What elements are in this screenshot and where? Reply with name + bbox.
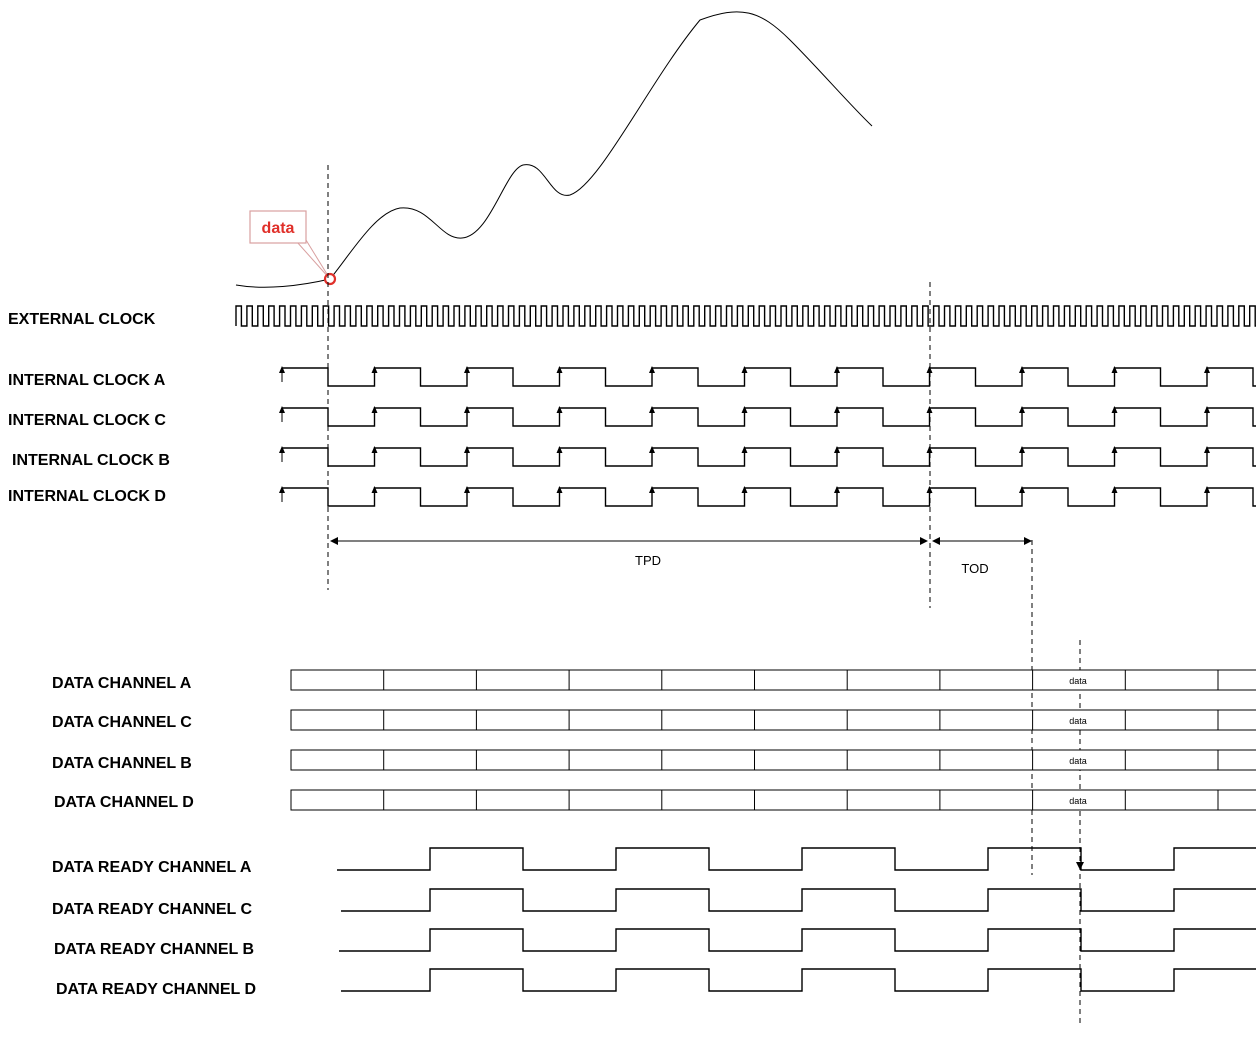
data-bus [290, 669, 1256, 691]
rising-edge-arrowhead [279, 366, 285, 373]
data-cell-label: data [1069, 756, 1087, 766]
internal-clock-signal [282, 447, 1256, 467]
rising-edge-arrowhead [556, 406, 563, 413]
sample-point-marker [323, 272, 337, 286]
rising-edge-arrowhead [834, 446, 840, 453]
rising-edge-arrowhead [1111, 366, 1118, 373]
internal-clock-signal [282, 367, 1256, 387]
rising-edge-arrowhead [1019, 406, 1025, 413]
rising-edge-arrowhead [1111, 486, 1118, 493]
data-channel-d-label: DATA CHANNEL D [54, 794, 194, 811]
data-channel-buses: data data data data [290, 669, 1256, 811]
rising-edge-arrowhead [1204, 486, 1210, 493]
data-cell-label: data [1069, 716, 1087, 726]
rising-edge-arrowhead [649, 406, 655, 413]
rising-edge-arrowhead [1111, 446, 1118, 453]
data-ready-b-label: DATA READY CHANNEL B [54, 941, 254, 958]
internal-clock-c-label: INTERNAL CLOCK C [8, 412, 166, 429]
data-cell-label: data [1069, 796, 1087, 806]
rising-edge-arrowhead [1111, 406, 1118, 413]
rising-edge-arrowhead [741, 406, 748, 413]
internal-clock-waveforms [279, 366, 1256, 507]
rising-edge-arrowhead [464, 406, 470, 413]
data-ready-signal [341, 968, 1256, 992]
data-channel-a-label: DATA CHANNEL A [52, 675, 192, 692]
rising-edge-arrowhead [834, 406, 840, 413]
rising-edge-arrowhead [741, 486, 748, 493]
data-channel-b-label: DATA CHANNEL B [52, 755, 192, 772]
internal-clock-d-label: INTERNAL CLOCK D [8, 488, 166, 505]
data-ready-signal [337, 847, 1256, 871]
rising-edge-arrowhead [741, 366, 748, 373]
data-cell-label: data [1069, 676, 1087, 686]
external-clock-signal [235, 305, 1256, 327]
external-clock-label: EXTERNAL CLOCK [8, 311, 156, 328]
data-ready-arrowhead [1076, 862, 1084, 870]
tod-interval: TOD [932, 537, 1032, 576]
tod-label: TOD [961, 561, 988, 576]
data-ready-d-label: DATA READY CHANNEL D [56, 981, 256, 998]
data-ready-signal [341, 888, 1256, 912]
data-annotation: data [249, 210, 337, 286]
rising-edge-arrowhead [926, 406, 933, 413]
rising-edge-arrowhead [556, 366, 563, 373]
rising-edge-arrowhead [1204, 366, 1210, 373]
rising-edge-arrowhead [1019, 486, 1025, 493]
rising-edge-arrowhead [279, 486, 285, 493]
rising-edge-arrowhead [1019, 446, 1025, 453]
internal-clock-signal [282, 487, 1256, 507]
rising-edge-arrowhead [371, 446, 378, 453]
rising-edge-arrowhead [464, 486, 470, 493]
tpd-label: TPD [635, 553, 661, 568]
data-ready-waveforms [337, 847, 1256, 992]
rising-edge-arrowhead [1019, 366, 1025, 373]
internal-clock-a-label: INTERNAL CLOCK A [8, 372, 166, 389]
analog-signal-curve [235, 11, 873, 288]
rising-edge-arrowhead [371, 406, 378, 413]
rising-edge-arrowhead [926, 446, 933, 453]
rising-edge-arrowhead [834, 486, 840, 493]
data-ready-c-label: DATA READY CHANNEL C [52, 901, 252, 918]
rising-edge-arrowhead [741, 446, 748, 453]
data-bus [290, 709, 1256, 731]
rising-edge-arrowhead [926, 366, 933, 373]
tpd-interval: TPD [330, 537, 928, 568]
rising-edge-arrowhead [464, 366, 470, 373]
data-bus [290, 789, 1256, 811]
internal-clock-b-label: INTERNAL CLOCK B [12, 452, 170, 469]
rising-edge-arrowhead [556, 446, 563, 453]
rising-edge-arrowhead [649, 446, 655, 453]
rising-edge-arrowhead [1204, 406, 1210, 413]
rising-edge-arrowhead [279, 446, 285, 453]
rising-edge-arrowhead [279, 406, 285, 413]
annotation-label: data [262, 220, 295, 237]
rising-edge-arrowhead [649, 366, 655, 373]
rising-edge-arrowhead [834, 366, 840, 373]
internal-clock-signal [282, 407, 1256, 427]
rising-edge-arrowhead [556, 486, 563, 493]
data-channel-c-label: DATA CHANNEL C [52, 714, 192, 731]
data-ready-a-label: DATA READY CHANNEL A [52, 859, 252, 876]
rising-edge-arrowhead [464, 446, 470, 453]
rising-edge-arrowhead [649, 486, 655, 493]
external-clock-waveform [235, 305, 1256, 327]
rising-edge-arrowhead [926, 486, 933, 493]
data-ready-signal [339, 928, 1256, 952]
data-bus [290, 749, 1256, 771]
rising-edge-arrowhead [371, 486, 378, 493]
rising-edge-arrowhead [371, 366, 378, 373]
rising-edge-arrowhead [1204, 446, 1210, 453]
